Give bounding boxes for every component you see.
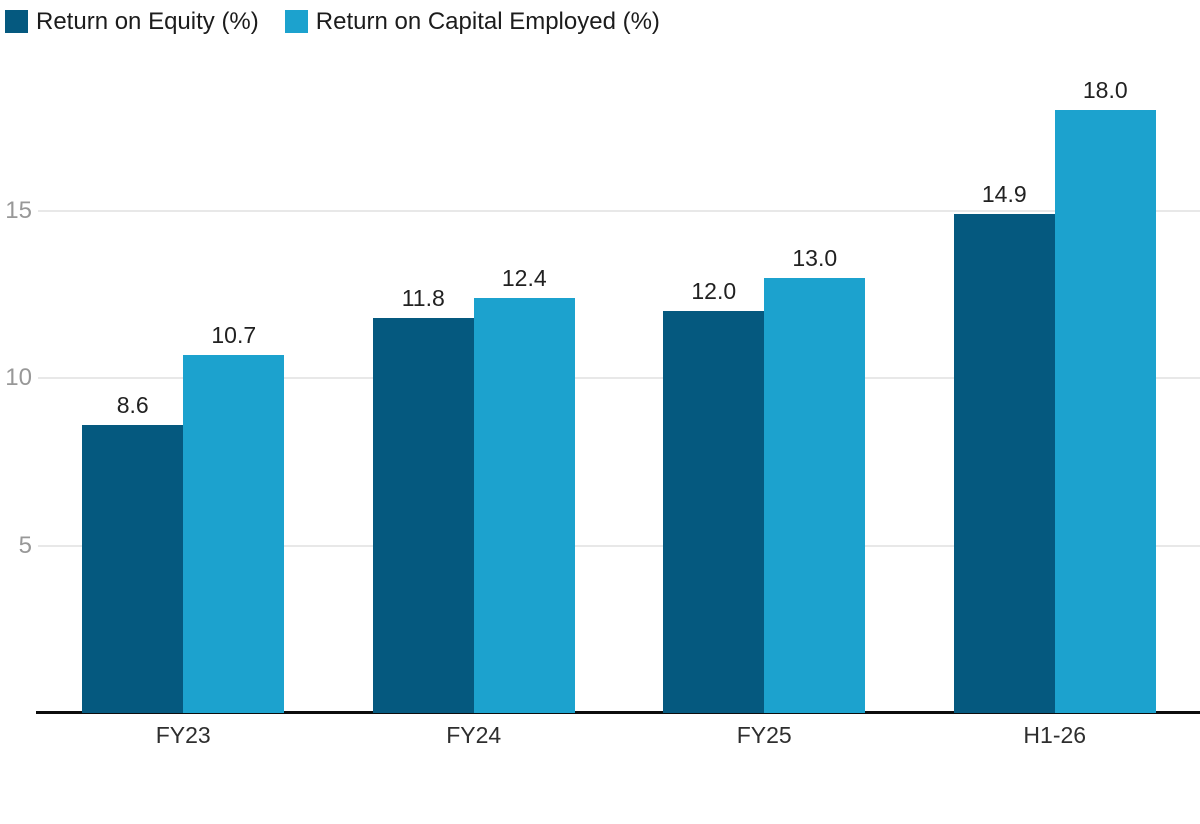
bar-h1-26-series-1[interactable]	[1054, 110, 1156, 713]
x-axis-category-label: H1-26	[1023, 722, 1087, 748]
x-axis-category-label: FY25	[736, 722, 792, 748]
legend-item-return-on-equity[interactable]: Return on Equity (%)	[5, 9, 259, 34]
bar-h1-26-series-0[interactable]	[953, 213, 1055, 713]
y-axis-tick-label: 10	[5, 364, 32, 391]
x-axis-category-label: FY23	[155, 722, 211, 748]
bar-fy23-series-1[interactable]	[183, 354, 285, 713]
y-axis-tick-label: 5	[18, 531, 32, 559]
bar-value-label: 11.8	[401, 284, 445, 311]
chart-legend: Return on Equity (%) Return on Capital E…	[5, 9, 660, 34]
bar-value-label: 8.6	[116, 391, 149, 418]
x-axis-category-label: FY24	[446, 722, 502, 748]
bar-value-label: 10.7	[211, 321, 257, 348]
bar-value-label: 13.0	[792, 244, 838, 271]
y-axis-tick-label: 15	[5, 196, 32, 224]
x-axis-line	[36, 711, 1200, 714]
legend-label: Return on Capital Employed (%)	[315, 8, 660, 35]
legend-item-return-on-capital-employed[interactable]: Return on Capital Employed (%)	[284, 8, 660, 35]
bar-value-label: 14.9	[981, 180, 1027, 207]
legend-label: Return on Equity (%)	[36, 8, 259, 35]
bar-value-label: 12.0	[691, 278, 737, 304]
gridline-y-5	[38, 544, 1200, 547]
bar-fy25-series-1[interactable]	[764, 277, 866, 713]
gridline-y-10	[38, 377, 1200, 379]
legend-swatch-icon	[284, 10, 308, 33]
bar-fy25-series-0[interactable]	[663, 311, 765, 713]
bar-value-label: 12.4	[501, 264, 547, 291]
legend-swatch-icon	[5, 10, 28, 33]
gridline-y-15	[38, 209, 1200, 212]
bar-value-label: 18.0	[1082, 77, 1128, 103]
bar-fy23-series-0[interactable]	[82, 424, 184, 713]
bar-fy24-series-1[interactable]	[473, 297, 575, 713]
bar-fy24-series-0[interactable]	[372, 317, 474, 713]
